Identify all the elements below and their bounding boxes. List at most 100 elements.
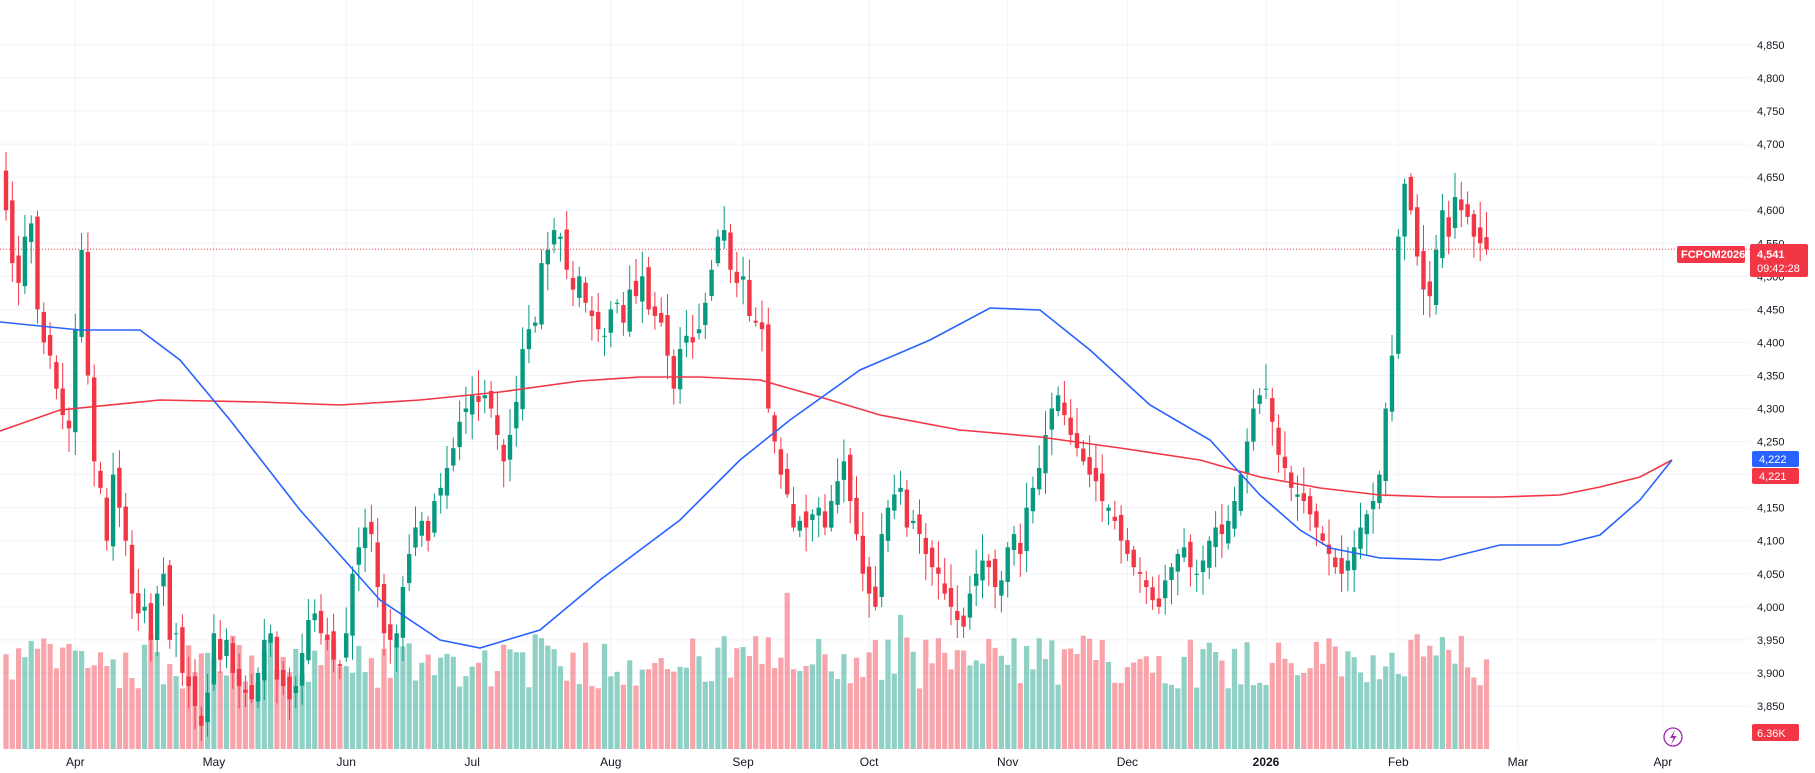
ma-slow-tag: 4,221 [1752, 468, 1799, 484]
y-tick-label: 4,450 [1757, 304, 1785, 316]
x-tick-label: Jul [465, 755, 480, 769]
candle-body [728, 232, 733, 270]
volume-bar [394, 645, 400, 749]
candle-body [986, 560, 991, 568]
candle-body [955, 610, 960, 621]
candle-body [274, 636, 280, 680]
candle-body [350, 573, 355, 636]
candle-body [1339, 558, 1344, 574]
volume-bar [1345, 651, 1351, 749]
volume-bar [110, 659, 116, 749]
x-tick-label: 2026 [1253, 755, 1280, 769]
volume-bar [507, 649, 513, 749]
volume-bar [406, 643, 412, 749]
x-tick-label: Apr [66, 755, 85, 769]
volume-bar [835, 679, 841, 749]
candle-body [545, 249, 550, 265]
candle-body [117, 467, 122, 508]
candle-body [539, 263, 544, 325]
volume-bar [1357, 672, 1364, 749]
volume-bar [1055, 684, 1061, 749]
volume-bar [274, 669, 280, 749]
candle-body [816, 507, 821, 516]
candle-body [1377, 474, 1382, 504]
volume-bar [343, 666, 349, 749]
price-axis[interactable]: 4,8504,8004,7504,7004,6504,6004,5504,500… [1757, 40, 1785, 713]
candle-body [161, 573, 166, 587]
candle-body [255, 672, 261, 702]
volume-bar [671, 671, 677, 749]
volume-bar [129, 677, 135, 749]
time-axis[interactable]: Apr May Jun Jul Aug Sep Oct Nov Dec 2026 Feb Mar Apr [66, 755, 1672, 769]
grid [0, 0, 1750, 749]
volume-bar [41, 638, 47, 749]
volume-bar [961, 650, 967, 749]
lightning-icon[interactable] [1663, 727, 1683, 747]
candle-body [589, 310, 595, 316]
candle-body [929, 547, 935, 568]
candle-body [570, 277, 576, 290]
y-tick-label: 4,050 [1757, 569, 1785, 581]
candle-body [665, 315, 670, 356]
volume-bar [135, 688, 141, 749]
volume-bar [255, 682, 261, 749]
volume-bar [412, 680, 419, 749]
candle-body [1068, 417, 1073, 435]
candle-body [1087, 457, 1092, 475]
volume-bar [381, 648, 387, 749]
volume-bar [230, 635, 236, 749]
x-tick-label: Mar [1508, 755, 1529, 769]
candle-body [224, 639, 229, 657]
volume-bar [1175, 688, 1181, 749]
volume-bar [885, 639, 891, 749]
volume-bar [822, 654, 828, 749]
volume-bar [1465, 667, 1471, 749]
volume-bar [879, 679, 885, 749]
volume-bar [1143, 656, 1149, 749]
volume-bar [778, 657, 784, 749]
volume-bar [790, 669, 797, 749]
volume-bar [898, 614, 904, 749]
volume-bar [179, 688, 185, 749]
volume-bar [1276, 642, 1282, 749]
volume-bar [1477, 685, 1483, 749]
y-tick-label: 4,650 [1757, 172, 1785, 184]
volume-bar [1238, 684, 1244, 749]
volume-bar [526, 687, 532, 749]
candle-body [803, 511, 809, 528]
y-tick-label: 4,700 [1757, 139, 1785, 151]
volume-bar [1294, 675, 1301, 749]
volume-bar [1068, 648, 1074, 749]
candle-body [873, 586, 878, 607]
candle-body [1446, 217, 1451, 237]
volume-bar [1137, 659, 1143, 749]
candle-body [1175, 553, 1180, 572]
candle-body [772, 415, 777, 442]
volume-bar [1156, 656, 1162, 749]
candle-body [923, 537, 928, 554]
candle-body [614, 302, 620, 304]
volume-bar [217, 671, 223, 749]
volume-bar [1219, 660, 1225, 749]
volume-bar [1200, 648, 1206, 749]
candle-body [79, 249, 84, 337]
volume-bar [280, 656, 286, 749]
candle-body [583, 282, 588, 303]
candle-body [463, 408, 469, 413]
volume-bar [28, 641, 34, 749]
candle-body [1005, 547, 1010, 582]
candle-body [205, 692, 210, 723]
candle-body [797, 520, 802, 531]
candle-body [236, 668, 242, 687]
volume-bar [123, 652, 129, 749]
candle-body [577, 276, 582, 298]
volume-bar [148, 634, 154, 749]
volume-bar [853, 657, 860, 749]
candle-body [394, 633, 399, 648]
volume-bar [551, 649, 557, 749]
ma-fast-tag: 4,222 [1752, 451, 1799, 467]
volume-bar [545, 645, 551, 749]
candlesticks [3, 152, 1489, 742]
volume-bar [1471, 677, 1477, 749]
